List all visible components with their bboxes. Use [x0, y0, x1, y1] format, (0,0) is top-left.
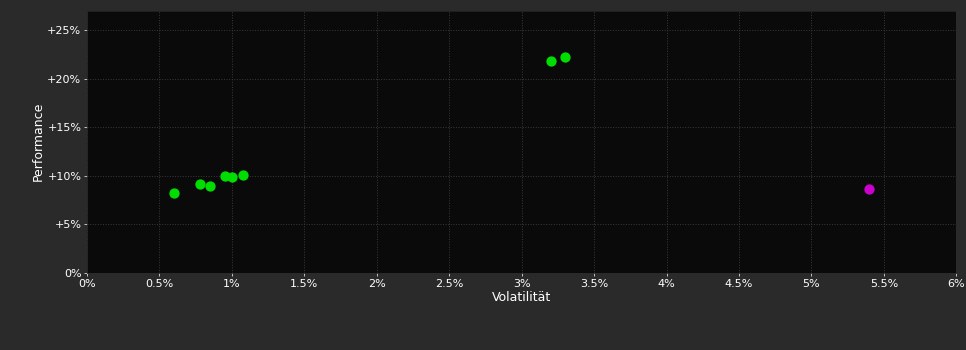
Point	[224, 174, 240, 180]
Point	[166, 190, 182, 196]
X-axis label: Volatilität: Volatilität	[492, 291, 552, 304]
Point	[203, 183, 218, 188]
Point	[557, 54, 573, 60]
Y-axis label: Performance: Performance	[32, 102, 44, 181]
Point	[236, 172, 251, 177]
Point	[543, 58, 558, 64]
Point	[216, 173, 233, 178]
Point	[862, 187, 877, 192]
Point	[192, 181, 208, 186]
